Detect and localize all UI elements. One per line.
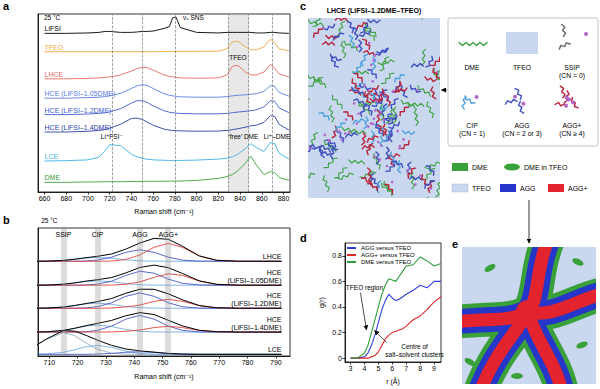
svg-text:AGG: AGG — [132, 231, 148, 238]
svg-text:a: a — [3, 0, 10, 12]
svg-text:AGG+: AGG+ — [568, 185, 588, 192]
svg-text:CIP: CIP — [92, 231, 104, 238]
svg-text:6: 6 — [390, 365, 394, 372]
svg-text:r (Å): r (Å) — [386, 377, 400, 386]
svg-text:LiFSI: LiFSI — [45, 25, 61, 32]
svg-text:νₛ SNS: νₛ SNS — [183, 14, 205, 21]
svg-text:g(r): g(r) — [318, 297, 326, 308]
svg-text:800: 800 — [191, 195, 203, 202]
svg-text:‘free’ DME: ‘free’ DME — [228, 133, 259, 140]
svg-text:Li⁺–DME: Li⁺–DME — [264, 133, 291, 140]
svg-text:CIP: CIP — [466, 122, 478, 129]
svg-text:TFEO region: TFEO region — [346, 284, 384, 292]
svg-text:0.8: 0.8 — [332, 252, 342, 259]
svg-text:DME: DME — [45, 174, 61, 181]
svg-text:SSIP: SSIP — [564, 64, 580, 71]
svg-text:25 °C: 25 °C — [44, 14, 61, 21]
svg-text:780: 780 — [242, 359, 254, 366]
svg-text:TFEO: TFEO — [45, 44, 64, 51]
svg-text:0.4: 0.4 — [332, 303, 342, 310]
svg-text:(LiFSI–1.2DME): (LiFSI–1.2DME) — [231, 300, 281, 308]
svg-text:AGG: AGG — [514, 122, 529, 129]
svg-text:TFEO: TFEO — [472, 185, 491, 192]
svg-text:770: 770 — [213, 359, 225, 366]
svg-text:c: c — [300, 0, 306, 12]
svg-text:0: 0 — [338, 355, 342, 362]
svg-text:(CN = 0): (CN = 0) — [559, 72, 585, 80]
svg-text:(CN = 1): (CN = 1) — [459, 130, 485, 138]
svg-text:TFEO: TFEO — [229, 54, 246, 61]
svg-text:Raman shift (cm⁻¹): Raman shift (cm⁻¹) — [134, 208, 193, 216]
svg-text:LHCE (LiFSI–1.2DME–TFEO): LHCE (LiFSI–1.2DME–TFEO) — [327, 7, 422, 15]
svg-text:0.2: 0.2 — [332, 329, 342, 336]
svg-text:HCE: HCE — [267, 316, 282, 323]
svg-text:(LiFSI–1.05DME): (LiFSI–1.05DME) — [227, 277, 281, 285]
svg-text:860: 860 — [256, 195, 268, 202]
svg-text:DME: DME — [472, 164, 488, 171]
svg-text:680: 680 — [60, 195, 72, 202]
svg-text:HCE (LiFSI–1.05DME): HCE (LiFSI–1.05DME) — [45, 90, 116, 98]
svg-text:7: 7 — [404, 365, 408, 372]
svg-text:LHCE: LHCE — [45, 71, 64, 78]
svg-text:700: 700 — [82, 195, 94, 202]
svg-text:DME in TFEO: DME in TFEO — [524, 164, 568, 171]
svg-text:HCE: HCE — [267, 269, 282, 276]
svg-text:0.6: 0.6 — [332, 278, 342, 285]
svg-text:d: d — [300, 232, 307, 244]
svg-text:780: 780 — [169, 195, 181, 202]
svg-text:SSIP: SSIP — [56, 231, 72, 238]
svg-text:760: 760 — [185, 359, 197, 366]
svg-text:HCE (LiFSI–1.4DME): HCE (LiFSI–1.4DME) — [45, 124, 112, 132]
svg-text:LHCE: LHCE — [263, 253, 282, 260]
svg-text:AGG+: AGG+ — [158, 231, 178, 238]
svg-text:(CN = 2 or 3): (CN = 2 or 3) — [502, 130, 541, 138]
svg-text:Li⁺FSI⁻: Li⁺FSI⁻ — [101, 133, 123, 140]
svg-text:AGG+: AGG+ — [562, 122, 581, 129]
svg-text:660: 660 — [39, 195, 51, 202]
svg-text:LCE: LCE — [268, 346, 282, 353]
svg-text:740: 740 — [126, 195, 138, 202]
svg-text:3: 3 — [349, 365, 353, 372]
svg-text:AGG versus TFEO: AGG versus TFEO — [361, 245, 412, 251]
svg-text:Centre of: Centre of — [401, 343, 428, 350]
svg-text:TFEO: TFEO — [513, 64, 531, 71]
svg-text:Raman shift (cm⁻¹): Raman shift (cm⁻¹) — [134, 373, 193, 381]
svg-text:840: 840 — [234, 195, 246, 202]
svg-text:HCE: HCE — [267, 292, 282, 299]
svg-text:HCE (LiFSI–1.2DME): HCE (LiFSI–1.2DME) — [45, 107, 112, 115]
svg-text:880: 880 — [278, 195, 290, 202]
svg-text:(CN ≥ 4): (CN ≥ 4) — [559, 130, 585, 138]
svg-text:e: e — [452, 238, 458, 250]
svg-text:b: b — [3, 214, 10, 226]
svg-text:DME versus TFEO: DME versus TFEO — [361, 259, 412, 265]
svg-text:750: 750 — [157, 359, 169, 366]
svg-text:720: 720 — [72, 359, 84, 366]
svg-text:8: 8 — [418, 365, 422, 372]
svg-text:salt–solvent clusters: salt–solvent clusters — [385, 351, 444, 358]
svg-text:730: 730 — [100, 359, 112, 366]
svg-text:4: 4 — [363, 365, 367, 372]
svg-text:LCE: LCE — [45, 153, 59, 160]
svg-text:25 °C: 25 °C — [41, 217, 58, 224]
svg-text:5: 5 — [376, 365, 380, 372]
svg-text:DME: DME — [464, 64, 480, 71]
svg-text:720: 720 — [104, 195, 116, 202]
svg-text:760: 760 — [147, 195, 159, 202]
svg-text:790: 790 — [270, 359, 282, 366]
svg-text:820: 820 — [212, 195, 224, 202]
svg-text:AGG+ versus TFEO: AGG+ versus TFEO — [361, 252, 415, 258]
svg-text:740: 740 — [128, 359, 140, 366]
svg-text:9: 9 — [432, 365, 436, 372]
svg-text:AGG: AGG — [520, 185, 536, 192]
svg-text:(LiFSI–1.4DME): (LiFSI–1.4DME) — [231, 324, 281, 332]
svg-text:710: 710 — [43, 359, 55, 366]
